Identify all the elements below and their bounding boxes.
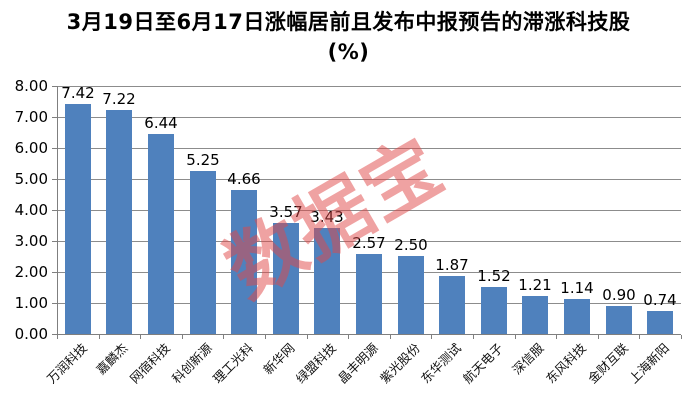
x-axis-tick	[265, 335, 266, 339]
y-axis-tick	[52, 117, 57, 118]
y-axis-label: 3.00	[14, 232, 48, 250]
x-axis-category-label: 新华网	[260, 340, 298, 378]
bar	[273, 223, 299, 334]
gridline	[57, 210, 681, 211]
x-axis-tick	[99, 335, 100, 339]
y-axis-label: 7.00	[14, 108, 48, 126]
x-axis-tick	[639, 335, 640, 339]
bar-value-label: 6.44	[144, 114, 178, 132]
bar-value-label: 5.25	[186, 151, 220, 169]
bar	[314, 228, 340, 334]
x-axis-category-label: 深信服	[509, 340, 547, 378]
x-axis-category-label: 上海新阳	[625, 340, 672, 387]
bar-value-label: 7.42	[61, 84, 95, 102]
y-axis-tick	[52, 303, 57, 304]
x-axis-tick	[182, 335, 183, 339]
bar-value-label: 0.74	[643, 291, 677, 309]
bar	[65, 104, 91, 334]
x-axis-category-label: 嘉麟杰	[93, 340, 131, 378]
y-axis-tick	[52, 241, 57, 242]
x-axis-tick	[556, 335, 557, 339]
bar	[148, 134, 174, 334]
x-axis-tick	[681, 335, 682, 339]
bar-value-label: 1.52	[477, 267, 511, 285]
x-axis-category-label: 万润科技	[43, 340, 90, 387]
x-axis-category-label: 东风科技	[542, 340, 589, 387]
y-axis-tick	[52, 334, 57, 335]
gridline	[57, 86, 681, 87]
x-axis-tick	[57, 335, 58, 339]
y-axis-label: 4.00	[14, 201, 48, 219]
x-axis-tick	[223, 335, 224, 339]
bar	[398, 256, 424, 334]
y-axis-tick	[52, 86, 57, 87]
bar-value-label: 3.43	[310, 208, 344, 226]
x-axis-tick	[307, 335, 308, 339]
x-axis-category-label: 晶丰明源	[334, 340, 381, 387]
bar	[439, 276, 465, 334]
x-axis-category-label: 网宿科技	[126, 340, 173, 387]
gridline	[57, 117, 681, 118]
y-axis-tick	[52, 210, 57, 211]
chart-title: 3月19日至6月17日涨幅居前且发布中报预告的滞涨科技股 (%)	[66, 10, 631, 64]
bar-value-label: 1.87	[435, 256, 469, 274]
bar	[564, 299, 590, 334]
y-axis-tick	[52, 179, 57, 180]
bar-value-label: 0.90	[602, 286, 636, 304]
bar-value-label: 1.21	[518, 276, 552, 294]
x-axis-category-label: 科创新源	[168, 340, 215, 387]
y-axis-label: 2.00	[14, 263, 48, 281]
x-axis-category-label: 紫光股份	[376, 340, 423, 387]
bar	[647, 311, 673, 334]
bar	[356, 254, 382, 334]
y-axis-tick	[52, 148, 57, 149]
x-axis-category-label: 绿盟科技	[292, 340, 339, 387]
bar-value-label: 2.50	[394, 236, 428, 254]
x-axis-tick	[598, 335, 599, 339]
x-axis-tick	[515, 335, 516, 339]
bar	[606, 306, 632, 334]
x-axis-line	[57, 334, 681, 335]
x-axis-tick	[473, 335, 474, 339]
bar-value-label: 3.57	[269, 203, 303, 221]
bar-value-label: 4.66	[227, 170, 261, 188]
y-axis-label: 1.00	[14, 294, 48, 312]
bar	[106, 110, 132, 334]
bar	[481, 287, 507, 334]
gridline	[57, 148, 681, 149]
bar-value-label: 2.57	[352, 234, 386, 252]
x-axis-category-label: 东华测试	[417, 340, 464, 387]
y-axis-label: 0.00	[14, 325, 48, 343]
bar-value-label: 7.22	[102, 90, 136, 108]
y-axis-tick	[52, 272, 57, 273]
x-axis-tick	[431, 335, 432, 339]
x-axis-category-label: 金财互联	[584, 340, 631, 387]
y-axis-label: 8.00	[14, 77, 48, 95]
bar-value-label: 1.14	[560, 279, 594, 297]
x-axis-tick	[390, 335, 391, 339]
y-axis-label: 5.00	[14, 170, 48, 188]
bar	[522, 296, 548, 334]
y-axis-label: 6.00	[14, 139, 48, 157]
x-axis-tick	[348, 335, 349, 339]
x-axis-category-label: 理工光科	[209, 340, 256, 387]
gridline	[57, 241, 681, 242]
y-axis-line	[57, 86, 58, 335]
bar	[231, 190, 257, 334]
gridline	[57, 179, 681, 180]
x-axis-tick	[140, 335, 141, 339]
bar	[190, 171, 216, 334]
x-axis-category-label: 航天电子	[459, 340, 506, 387]
